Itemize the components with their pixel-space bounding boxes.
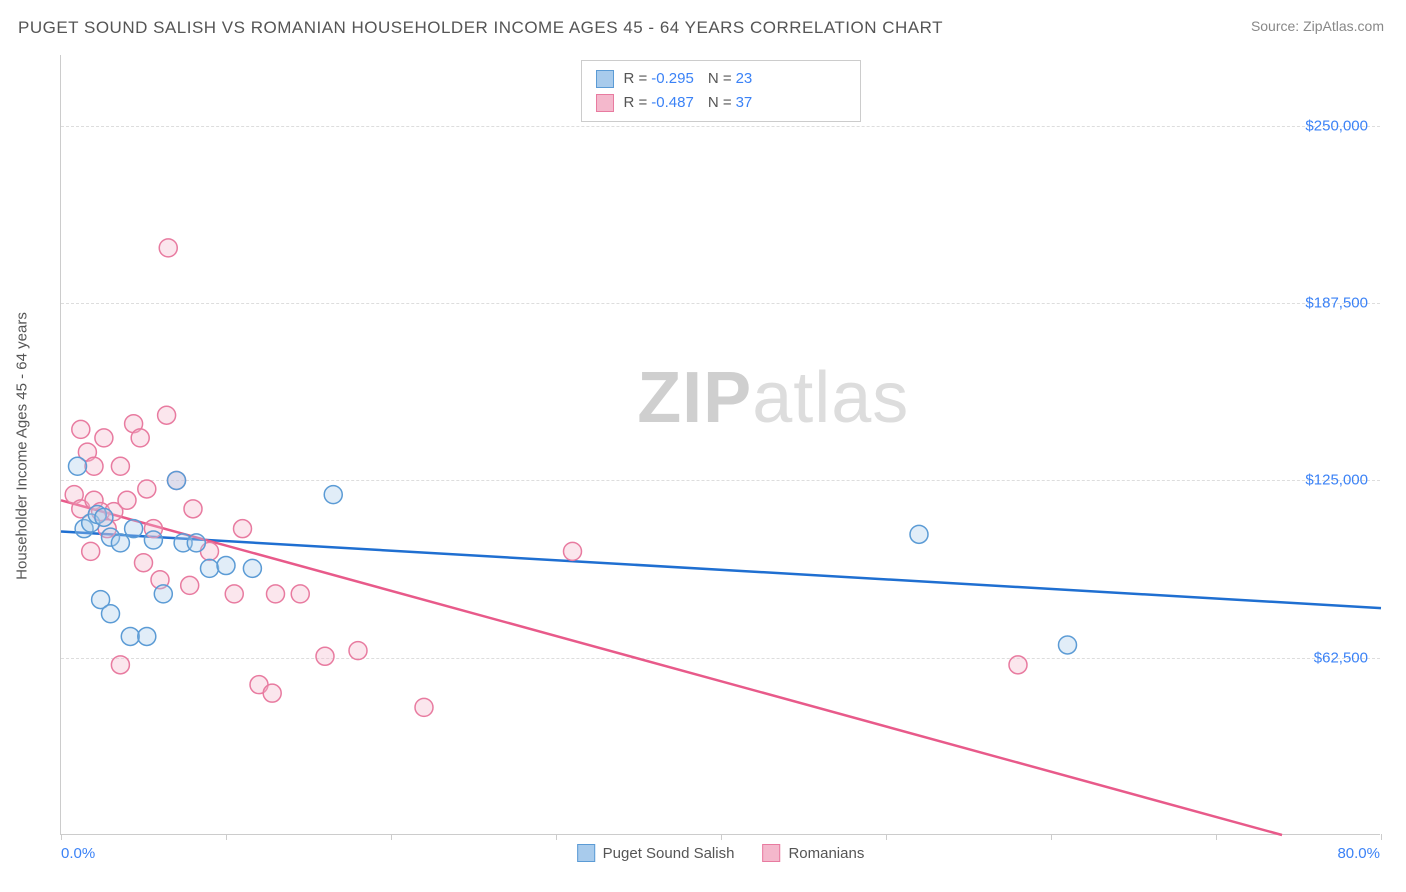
scatter-point	[564, 542, 582, 560]
swatch-series-0	[596, 70, 614, 88]
legend-item: Puget Sound Salish	[577, 844, 735, 862]
scatter-point	[144, 531, 162, 549]
trend-line	[61, 500, 1282, 835]
n-value-0: 23	[736, 70, 753, 87]
scatter-point	[316, 647, 334, 665]
scatter-point	[201, 559, 219, 577]
source-link[interactable]: ZipAtlas.com	[1303, 18, 1384, 34]
r-value-0: -0.295	[651, 70, 694, 87]
r-value-1: -0.487	[651, 94, 694, 111]
scatter-point	[95, 429, 113, 447]
swatch-series-0	[577, 844, 595, 862]
scatter-point	[138, 480, 156, 498]
scatter-point	[135, 554, 153, 572]
legend-stats-row: R =-0.295 N =23	[596, 67, 846, 91]
scatter-point	[168, 471, 186, 489]
plot-area: ZIPatlas $62,500$125,000$187,500$250,000…	[60, 55, 1380, 835]
swatch-series-1	[596, 94, 614, 112]
legend-item: Romanians	[762, 844, 864, 862]
scatter-point	[267, 585, 285, 603]
n-label: N =	[708, 70, 732, 87]
legend-stats-row: R =-0.487 N =37	[596, 91, 846, 115]
scatter-point	[181, 576, 199, 594]
legend-label-0: Puget Sound Salish	[603, 845, 735, 862]
scatter-point	[184, 500, 202, 518]
scatter-point	[102, 605, 120, 623]
scatter-point	[1009, 656, 1027, 674]
scatter-point	[125, 520, 143, 538]
scatter-point	[263, 684, 281, 702]
scatter-point	[72, 420, 90, 438]
scatter-point	[291, 585, 309, 603]
scatter-point	[324, 486, 342, 504]
scatter-svg	[61, 55, 1380, 834]
x-axis-max-label: 80.0%	[1337, 845, 1380, 862]
scatter-point	[111, 656, 129, 674]
r-label: R =	[624, 70, 648, 87]
scatter-point	[225, 585, 243, 603]
swatch-series-1	[762, 844, 780, 862]
scatter-point	[131, 429, 149, 447]
r-label: R =	[624, 94, 648, 111]
scatter-point	[158, 406, 176, 424]
scatter-point	[138, 627, 156, 645]
scatter-point	[85, 457, 103, 475]
scatter-point	[910, 525, 928, 543]
y-axis-title: Householder Income Ages 45 - 64 years	[14, 312, 31, 580]
scatter-point	[1059, 636, 1077, 654]
scatter-point	[234, 520, 252, 538]
n-label: N =	[708, 94, 732, 111]
scatter-point	[243, 559, 261, 577]
source-attribution: Source: ZipAtlas.com	[1251, 18, 1384, 34]
scatter-point	[118, 491, 136, 509]
scatter-point	[82, 542, 100, 560]
legend-stats: R =-0.295 N =23 R =-0.487 N =37	[581, 60, 861, 122]
legend-label-1: Romanians	[788, 845, 864, 862]
scatter-point	[111, 534, 129, 552]
x-axis-min-label: 0.0%	[61, 845, 95, 862]
scatter-point	[415, 698, 433, 716]
scatter-point	[154, 585, 172, 603]
legend-series: Puget Sound Salish Romanians	[577, 844, 865, 862]
source-label: Source:	[1251, 18, 1299, 34]
chart-title: PUGET SOUND SALISH VS ROMANIAN HOUSEHOLD…	[18, 18, 943, 38]
scatter-point	[349, 642, 367, 660]
scatter-point	[187, 534, 205, 552]
scatter-point	[121, 627, 139, 645]
scatter-point	[111, 457, 129, 475]
n-value-1: 37	[736, 94, 753, 111]
scatter-point	[95, 508, 113, 526]
scatter-point	[217, 557, 235, 575]
scatter-point	[69, 457, 87, 475]
scatter-point	[159, 239, 177, 257]
